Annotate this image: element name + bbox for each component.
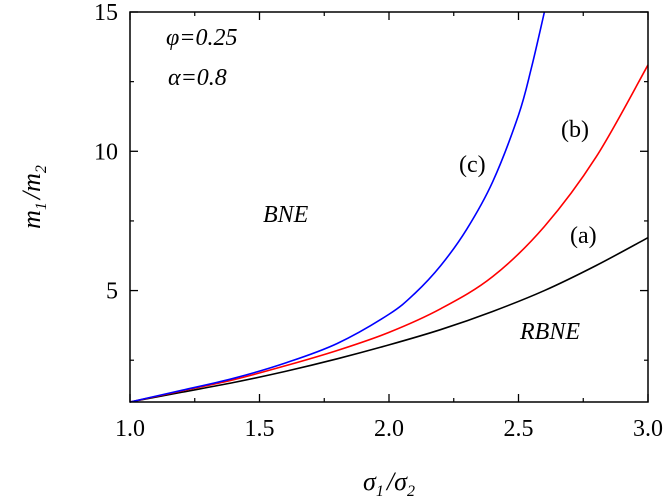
y-tick-label: 15 [94, 0, 118, 26]
x-tick-label: 2.5 [504, 416, 534, 442]
series-line-b [129, 64, 649, 403]
x-tick-label: 1.5 [245, 416, 275, 442]
series-label-c: (c) [459, 152, 486, 178]
y-axis-label: m1/m2 [17, 165, 50, 229]
series-label-a: (a) [570, 223, 597, 249]
annotation-phi: φ=0.25 [166, 25, 237, 51]
tick-labels-group: 1.0 1.5 2.0 2.5 3.0 5 10 15 [94, 0, 663, 442]
annotation-alpha: α=0.8 [168, 65, 227, 91]
series-group [129, 11, 649, 403]
series-line-c [129, 11, 546, 403]
x-tick-label: 2.0 [374, 416, 404, 442]
x-axis-label: σ1/σ2 [363, 467, 415, 500]
series-line-a [129, 236, 649, 403]
series-label-b: (b) [561, 117, 589, 143]
annotation-bne: BNE [263, 202, 309, 228]
y-tick-label: 10 [94, 139, 118, 165]
ticks-group [129, 11, 649, 402]
x-tick-label: 1.0 [115, 416, 145, 442]
x-tick-label: 3.0 [633, 416, 663, 442]
annotation-rbne: RBNE [519, 319, 580, 345]
y-tick-label: 5 [106, 279, 118, 305]
